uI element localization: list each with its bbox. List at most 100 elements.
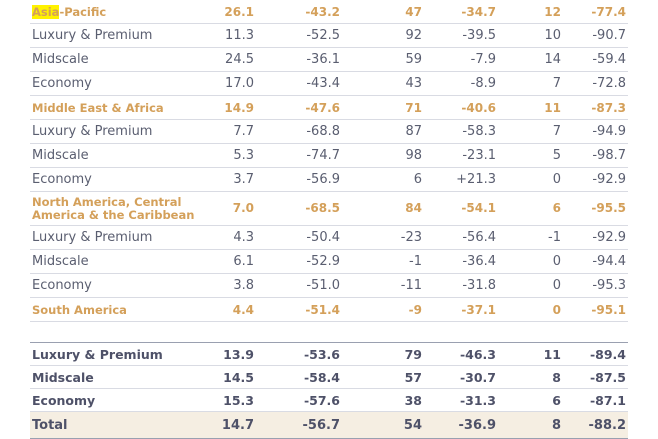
- cell: 8: [498, 365, 563, 389]
- cell: 6.1: [202, 249, 256, 274]
- row-label: Economy: [30, 167, 202, 192]
- cell: 47: [342, 0, 424, 24]
- cell: 5: [498, 143, 563, 168]
- cell: -8.9: [424, 71, 498, 96]
- cell: 14.9: [202, 95, 256, 120]
- cell: -36.9: [424, 411, 498, 439]
- cell: 11: [498, 342, 563, 366]
- region-row: North America, Central America & the Cari…: [30, 191, 628, 226]
- cell: 7: [498, 119, 563, 144]
- cell: 84: [342, 191, 424, 226]
- cell: 0: [498, 273, 563, 298]
- total-row: Total 14.7 -56.7 54 -36.9 8 -88.2: [30, 411, 628, 439]
- cell: -54.1: [424, 191, 498, 226]
- segment-row: Economy 17.0 -43.4 43 -8.9 7 -72.8: [30, 71, 628, 96]
- cell: 57: [342, 365, 424, 389]
- cell: 6: [342, 167, 424, 192]
- cell: -30.7: [424, 365, 498, 389]
- cell: -51.4: [256, 297, 342, 322]
- cell: -23: [342, 225, 424, 250]
- cell: 3.7: [202, 167, 256, 192]
- cell: -95.3: [563, 273, 628, 298]
- cell: -57.6: [256, 388, 342, 412]
- cell: 14.5: [202, 365, 256, 389]
- row-label: Luxury & Premium: [30, 119, 202, 144]
- cell: -94.4: [563, 249, 628, 274]
- cell: -95.1: [563, 297, 628, 322]
- segment-row: Luxury & Premium 7.7 -68.8 87 -58.3 7 -9…: [30, 119, 628, 144]
- cell: 6: [498, 388, 563, 412]
- cell: -56.7: [256, 411, 342, 439]
- segment-row: Luxury & Premium 11.3 -52.5 92 -39.5 10 …: [30, 23, 628, 48]
- cell: -50.4: [256, 225, 342, 250]
- row-label: Economy: [30, 71, 202, 96]
- cell: -77.4: [563, 0, 628, 24]
- segment-row: Economy 3.8 -51.0 -11 -31.8 0 -95.3: [30, 273, 628, 298]
- cell: -40.6: [424, 95, 498, 120]
- row-label: Economy: [30, 273, 202, 298]
- row-label: Midscale: [30, 143, 202, 168]
- cell: -87.1: [563, 388, 628, 412]
- cell: -1: [498, 225, 563, 250]
- cell: -51.0: [256, 273, 342, 298]
- cell: 4.3: [202, 225, 256, 250]
- row-label: Total: [30, 411, 202, 439]
- cell: 98: [342, 143, 424, 168]
- cell: 24.5: [202, 47, 256, 72]
- highlighted-text: Asia: [32, 4, 60, 19]
- summary-row: Economy 15.3 -57.6 38 -31.3 6 -87.1: [30, 388, 628, 412]
- row-label: Midscale: [30, 47, 202, 72]
- cell: -95.5: [563, 191, 628, 226]
- row-label: Middle East & Africa: [30, 95, 202, 120]
- cell: -23.1: [424, 143, 498, 168]
- cell: -52.5: [256, 23, 342, 48]
- cell: -92.9: [563, 225, 628, 250]
- cell: 7.7: [202, 119, 256, 144]
- region-row: South America 4.4 -51.4 -9 -37.1 0 -95.1: [30, 297, 628, 322]
- cell: 11.3: [202, 23, 256, 48]
- row-label: Midscale: [30, 365, 202, 389]
- cell: -89.4: [563, 342, 628, 366]
- cell: -58.3: [424, 119, 498, 144]
- cell: 14: [498, 47, 563, 72]
- cell: 6: [498, 191, 563, 226]
- cell: 43: [342, 71, 424, 96]
- cell: -94.9: [563, 119, 628, 144]
- cell: -88.2: [563, 411, 628, 439]
- cell: -7.9: [424, 47, 498, 72]
- cell: -68.5: [256, 191, 342, 226]
- cell: -68.8: [256, 119, 342, 144]
- cell: 17.0: [202, 71, 256, 96]
- cell: 38: [342, 388, 424, 412]
- cell: 8: [498, 411, 563, 439]
- cell: -36.1: [256, 47, 342, 72]
- cell: -56.4: [424, 225, 498, 250]
- spacer-row: [30, 321, 628, 343]
- cell: 0: [498, 297, 563, 322]
- summary-row: Midscale 14.5 -58.4 57 -30.7 8 -87.5: [30, 365, 628, 389]
- row-label: Economy: [30, 388, 202, 412]
- cell: -9: [342, 297, 424, 322]
- cell: 59: [342, 47, 424, 72]
- region-row: Asia-Pacific 26.1 -43.2 47 -34.7 12 -77.…: [30, 0, 628, 24]
- segment-row: Luxury & Premium 4.3 -50.4 -23 -56.4 -1 …: [30, 225, 628, 250]
- cell: 15.3: [202, 388, 256, 412]
- cell: 92: [342, 23, 424, 48]
- cell: 87: [342, 119, 424, 144]
- cell: -34.7: [424, 0, 498, 24]
- segment-row: Midscale 24.5 -36.1 59 -7.9 14 -59.4: [30, 47, 628, 72]
- cell: 79: [342, 342, 424, 366]
- cell: -11: [342, 273, 424, 298]
- cell: -47.6: [256, 95, 342, 120]
- cell: -90.7: [563, 23, 628, 48]
- cell: -87.5: [563, 365, 628, 389]
- performance-table: Asia-Pacific 26.1 -43.2 47 -34.7 12 -77.…: [30, 0, 628, 439]
- cell: -58.4: [256, 365, 342, 389]
- cell: -1: [342, 249, 424, 274]
- row-label: North America, Central America & the Cari…: [30, 191, 202, 226]
- summary-row: Luxury & Premium 13.9 -53.6 79 -46.3 11 …: [30, 342, 628, 366]
- cell: -87.3: [563, 95, 628, 120]
- cell: -74.7: [256, 143, 342, 168]
- cell: 12: [498, 0, 563, 24]
- cell: -31.3: [424, 388, 498, 412]
